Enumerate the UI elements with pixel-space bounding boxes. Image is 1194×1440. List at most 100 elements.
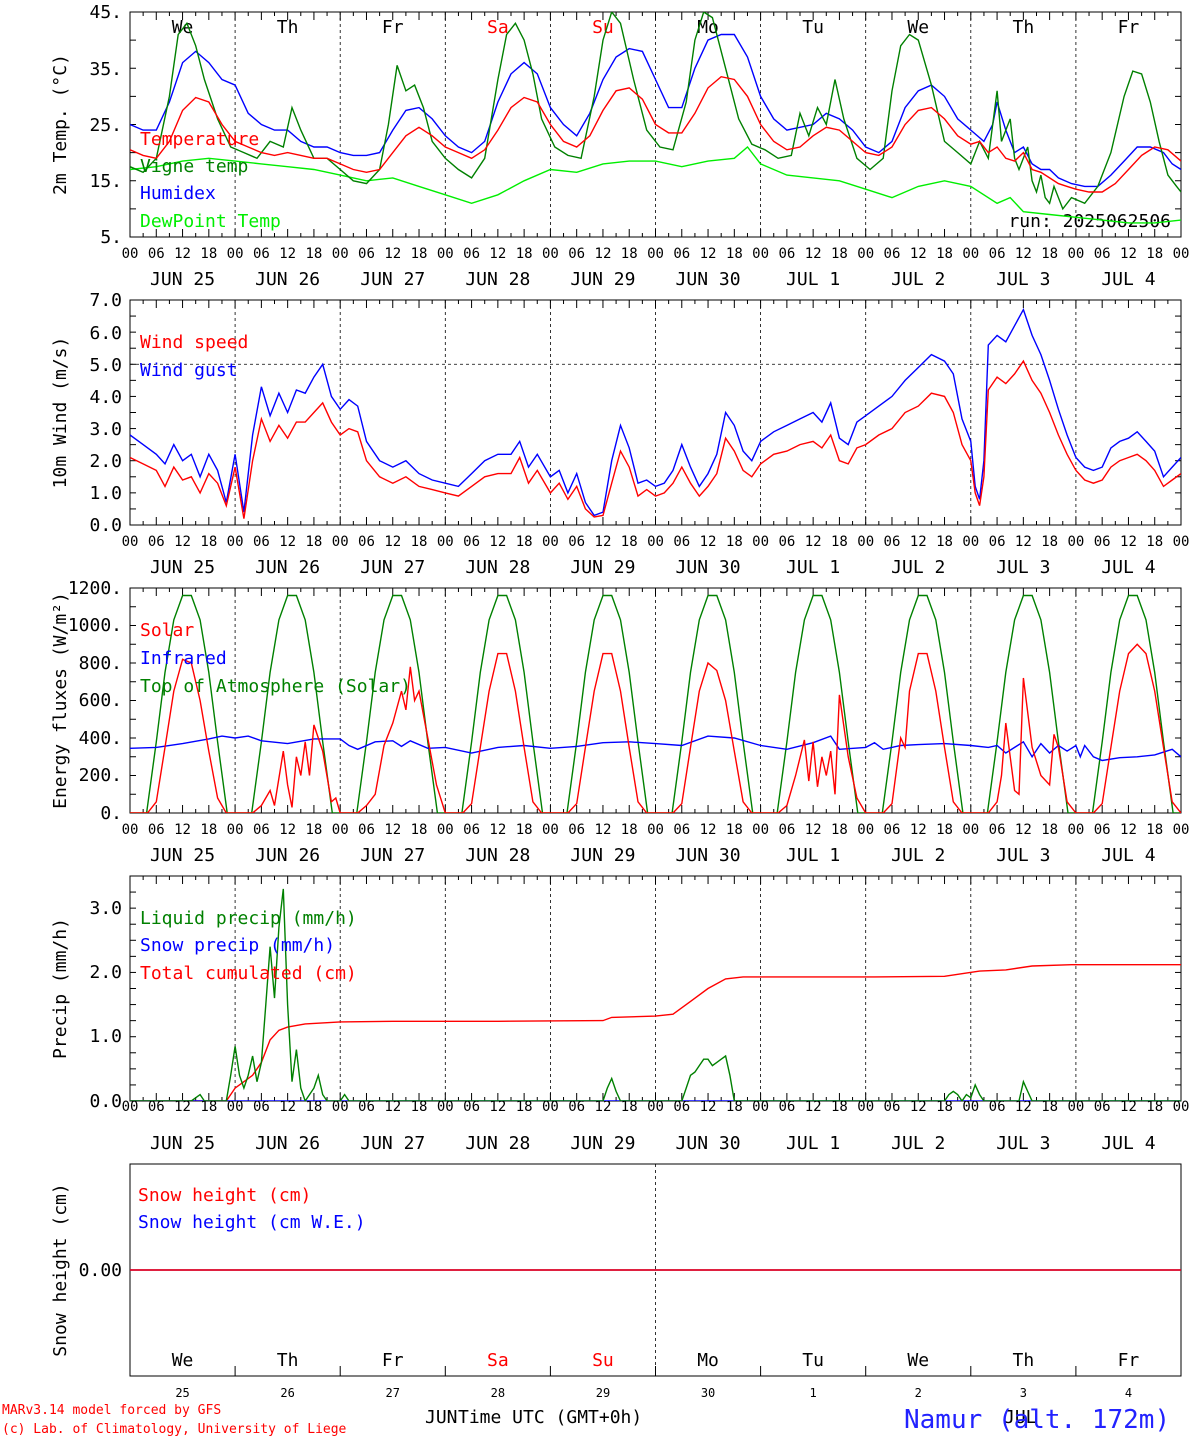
- date-label: JUL 3: [996, 1133, 1050, 1154]
- series-line-1: [130, 75, 1181, 193]
- weekday-label: We: [907, 1350, 929, 1371]
- hour-tick-label: 00: [962, 246, 979, 262]
- date-label: JUN 28: [465, 269, 530, 290]
- hour-tick-label: 06: [253, 534, 270, 550]
- weekday-label: Th: [1013, 1350, 1035, 1371]
- weekday-label: Th: [277, 1350, 299, 1371]
- hour-tick-label: 12: [489, 534, 506, 550]
- y-tick-label: 5.0: [89, 355, 122, 376]
- hour-tick-label: 18: [411, 246, 428, 262]
- hour-tick-label: 12: [1015, 822, 1032, 838]
- series-line-3: [130, 594, 1181, 813]
- hour-tick-label: 00: [857, 534, 874, 550]
- hour-tick-label: 00: [647, 1099, 664, 1115]
- hour-tick-label: 12: [174, 1099, 191, 1115]
- panel-5: 0.00 Snow height (cm) We Th Fr Sa Su Mo Tu We Th Fr…: [50, 1163, 1182, 1400]
- date-label: JUN 27: [360, 557, 425, 578]
- hour-tick-label: 06: [463, 822, 480, 838]
- y-tick-label: 15.: [89, 171, 122, 192]
- hour-tick-label: 18: [516, 822, 533, 838]
- hour-tick-label: 18: [305, 534, 322, 550]
- hour-tick-label: 00: [962, 1099, 979, 1115]
- y-tick-label: 0.0: [89, 515, 122, 536]
- date-label: JUL 1: [786, 1133, 840, 1154]
- hour-tick-label: 18: [305, 1099, 322, 1115]
- day-number-label: 4: [1125, 1386, 1132, 1400]
- hour-tick-label: 06: [568, 246, 585, 262]
- hour-tick-label: 00: [647, 246, 664, 262]
- legend-entry: Total cumulated (cm): [140, 963, 357, 984]
- hour-tick-label: 00: [1067, 534, 1084, 550]
- hour-tick-label: 06: [778, 246, 795, 262]
- weekday-label: Tu: [802, 1350, 824, 1371]
- date-label: JUN 28: [465, 557, 530, 578]
- weekday-label: Sa: [487, 1350, 509, 1371]
- y-axis-label: Precip (mm/h): [50, 918, 71, 1059]
- weekday-label: Mo: [697, 1350, 719, 1371]
- hour-tick-label: 12: [279, 1099, 296, 1115]
- y-axis-label: 2m Temp. (°C): [50, 54, 71, 195]
- series-line-2: [130, 307, 1181, 517]
- series-line-3: [130, 964, 1181, 1101]
- hour-tick-label: 00: [332, 1099, 349, 1115]
- hour-tick-label: 00: [122, 246, 139, 262]
- weekday-label: We: [172, 1350, 194, 1371]
- hour-tick-label: 06: [1094, 246, 1111, 262]
- hour-tick-label: 12: [595, 822, 612, 838]
- weekday-label: Th: [1013, 17, 1035, 38]
- date-label: JUN 30: [676, 557, 741, 578]
- hour-tick-label: 06: [358, 534, 375, 550]
- hour-tick-label: 06: [358, 246, 375, 262]
- hour-tick-label: 18: [831, 246, 848, 262]
- legend-entry: Snow height (cm): [138, 1185, 311, 1206]
- hour-tick-label: 06: [989, 534, 1006, 550]
- y-tick-label: 0.0: [89, 1091, 122, 1112]
- hour-tick-label: 12: [700, 822, 717, 838]
- hour-tick-label: 12: [384, 534, 401, 550]
- weekday-label: Tu: [802, 17, 824, 38]
- hour-tick-label: 06: [989, 822, 1006, 838]
- panel-3: 0. 200. 400. 600. 800. 1000. 1200.Energy fluxe…: [50, 578, 1189, 866]
- hour-tick-label: 12: [910, 246, 927, 262]
- series-line-1: [130, 888, 1181, 1101]
- weekday-label: We: [172, 17, 194, 38]
- hour-tick-label: 06: [884, 1099, 901, 1115]
- legend-entry: Snow height (cm W.E.): [138, 1212, 366, 1233]
- hour-tick-label: 18: [1146, 246, 1163, 262]
- hour-tick-label: 18: [200, 246, 217, 262]
- hour-tick-label: 06: [1094, 534, 1111, 550]
- hour-tick-label: 06: [989, 246, 1006, 262]
- hour-tick-label: 00: [542, 246, 559, 262]
- y-tick-label: 6.0: [89, 323, 122, 344]
- y-tick-label: 0.00: [79, 1260, 122, 1281]
- date-label: JUN 29: [570, 557, 635, 578]
- hour-tick-label: 18: [1041, 534, 1058, 550]
- hour-tick-label: 06: [778, 534, 795, 550]
- hour-tick-label: 06: [253, 822, 270, 838]
- footer-jun-word: JUN: [425, 1407, 458, 1428]
- hour-tick-label: 18: [411, 822, 428, 838]
- hour-tick-label: 12: [489, 1099, 506, 1115]
- hour-tick-label: 00: [857, 1099, 874, 1115]
- hour-tick-label: 12: [700, 534, 717, 550]
- date-label: JUL 2: [891, 1133, 945, 1154]
- weekday-label: Fr: [1118, 17, 1140, 38]
- hour-tick-label: 12: [910, 1099, 927, 1115]
- hour-tick-label: 00: [1173, 534, 1190, 550]
- date-label: JUL 1: [786, 845, 840, 866]
- hour-tick-label: 12: [1015, 246, 1032, 262]
- hour-tick-label: 00: [962, 534, 979, 550]
- legend-entry: Snow precip (mm/h): [140, 935, 335, 956]
- legend-entry: DewPoint Temp: [140, 211, 281, 232]
- hour-tick-label: 00: [1173, 246, 1190, 262]
- hour-tick-label: 00: [437, 1099, 454, 1115]
- hour-tick-label: 00: [1067, 822, 1084, 838]
- hour-tick-label: 06: [673, 822, 690, 838]
- hour-tick-label: 00: [857, 822, 874, 838]
- legend-entry: Wind speed: [140, 332, 248, 353]
- date-label: JUN 27: [360, 1133, 425, 1154]
- hour-tick-label: 00: [542, 1099, 559, 1115]
- footer-jul-word: JUL: [1004, 1407, 1037, 1428]
- hour-tick-label: 18: [516, 246, 533, 262]
